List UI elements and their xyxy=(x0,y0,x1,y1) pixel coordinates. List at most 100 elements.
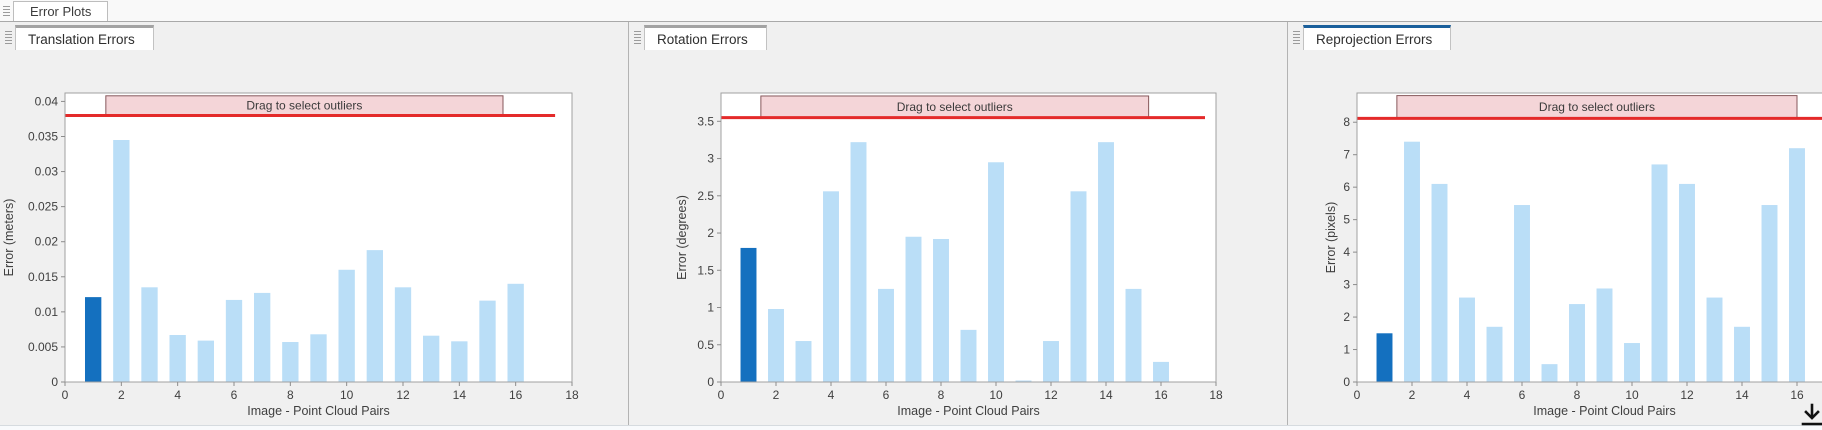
bar[interactable] xyxy=(1679,183,1695,382)
axes-box xyxy=(64,92,573,383)
y-tick-label: 2.5 xyxy=(697,189,714,203)
bar[interactable] xyxy=(1153,361,1169,382)
tab-rotation-errors[interactable]: Rotation Errors xyxy=(644,25,767,50)
bar[interactable] xyxy=(905,236,922,382)
y-axis-label: Error (degrees) xyxy=(675,195,689,280)
y-tick-label: 0.02 xyxy=(35,235,59,249)
outlier-band-label: Drag to select outliers xyxy=(897,100,1013,114)
x-tick-label: 18 xyxy=(1209,388,1223,402)
bar[interactable] xyxy=(253,292,271,382)
panel-translation-errors: Translation Errors Drag to select outlie… xyxy=(0,22,628,430)
x-axis-label: Image - Point Cloud Pairs xyxy=(247,404,389,418)
y-tick-label: 2 xyxy=(707,226,714,240)
bar-selected[interactable] xyxy=(84,297,102,382)
y-tick-label: 0 xyxy=(707,375,714,389)
bar[interactable] xyxy=(169,335,186,382)
x-tick-label: 14 xyxy=(1099,388,1113,402)
tab-error-plots[interactable]: Error Plots xyxy=(13,1,109,21)
bar[interactable] xyxy=(1596,288,1613,382)
export-icon[interactable] xyxy=(1800,402,1822,429)
y-tick-label: 0.025 xyxy=(28,200,58,214)
y-tick-label: 6 xyxy=(1343,180,1350,194)
x-tick-label: 10 xyxy=(340,388,354,402)
bar-selected[interactable] xyxy=(1376,333,1393,382)
bar[interactable] xyxy=(1459,297,1475,382)
bar[interactable] xyxy=(225,299,243,382)
x-tick-label: 4 xyxy=(1464,388,1471,402)
drag-grip-icon[interactable] xyxy=(1290,25,1303,50)
x-tick-label: 2 xyxy=(1409,388,1416,402)
bar[interactable] xyxy=(113,139,130,382)
x-tick-label: 16 xyxy=(1154,388,1168,402)
translation-errors-chart[interactable]: Drag to select outliers 0 2 4 6 8 10 12 14 16 18 0 0… xyxy=(0,22,628,430)
bar[interactable] xyxy=(1514,205,1530,382)
x-tick-label: 4 xyxy=(828,388,835,402)
drag-grip-icon[interactable] xyxy=(631,25,644,50)
axes-box xyxy=(1356,92,1822,383)
bar[interactable] xyxy=(1486,326,1503,382)
bar[interactable] xyxy=(850,142,867,382)
outlier-band-label: Drag to select outliers xyxy=(1539,100,1655,114)
x-tick-label: 14 xyxy=(453,388,467,402)
x-tick-label: 14 xyxy=(1735,388,1749,402)
bar[interactable] xyxy=(1734,326,1750,382)
bar[interactable] xyxy=(1541,364,1558,382)
drag-grip-icon[interactable] xyxy=(2,25,15,50)
bar[interactable] xyxy=(197,340,215,382)
y-tick-label: 0.04 xyxy=(35,94,59,108)
y-tick-label: 0 xyxy=(51,375,58,389)
x-tick-label: 8 xyxy=(1574,388,1581,402)
bar[interactable] xyxy=(988,162,1004,382)
axes-box xyxy=(720,92,1217,383)
x-axis-label: Image - Point Cloud Pairs xyxy=(897,404,1039,418)
bar[interactable] xyxy=(960,329,977,382)
y-tick-label: 2 xyxy=(1343,310,1350,324)
bar[interactable] xyxy=(1569,304,1585,382)
bar[interactable] xyxy=(1098,142,1114,382)
bar[interactable] xyxy=(1706,297,1723,382)
x-tick-label: 8 xyxy=(287,388,294,402)
bar[interactable] xyxy=(1651,164,1668,382)
bar[interactable] xyxy=(310,334,327,382)
bar[interactable] xyxy=(394,287,412,382)
x-tick-label: 6 xyxy=(1519,388,1526,402)
y-tick-label: 0 xyxy=(1343,375,1350,389)
bar[interactable] xyxy=(795,341,812,382)
bar[interactable] xyxy=(1789,148,1805,382)
x-tick-label: 8 xyxy=(938,388,945,402)
bar[interactable] xyxy=(1404,141,1420,382)
bar[interactable] xyxy=(282,342,299,382)
bar[interactable] xyxy=(1624,343,1640,382)
bar[interactable] xyxy=(768,309,784,382)
y-tick-label: 0.005 xyxy=(28,340,58,354)
y-tick-label: 1 xyxy=(707,301,714,315)
tab-reprojection-errors[interactable]: Reprojection Errors xyxy=(1303,25,1452,50)
bar[interactable] xyxy=(1070,191,1087,382)
bar[interactable] xyxy=(1431,183,1448,382)
x-tick-label: 6 xyxy=(231,388,238,402)
bar[interactable] xyxy=(141,287,158,382)
bar[interactable] xyxy=(422,335,440,382)
bar[interactable] xyxy=(823,191,839,382)
bar[interactable] xyxy=(366,250,384,382)
x-tick-label: 16 xyxy=(1790,388,1804,402)
x-tick-label: 6 xyxy=(883,388,890,402)
y-tick-label: 0.01 xyxy=(35,305,59,319)
tab-translation-errors[interactable]: Translation Errors xyxy=(15,25,154,50)
bar[interactable] xyxy=(338,269,355,382)
bar[interactable] xyxy=(1125,288,1142,382)
plot-area[interactable] xyxy=(1357,93,1822,382)
bar[interactable] xyxy=(451,341,468,382)
x-tick-label: 2 xyxy=(773,388,780,402)
bar[interactable] xyxy=(878,288,894,382)
bar[interactable] xyxy=(507,283,524,382)
bar[interactable] xyxy=(933,238,949,382)
bar[interactable] xyxy=(479,300,496,382)
bar-selected[interactable] xyxy=(740,247,757,382)
bar[interactable] xyxy=(1015,380,1032,382)
bar[interactable] xyxy=(1761,205,1778,382)
drag-grip-icon[interactable] xyxy=(0,0,13,21)
bar[interactable] xyxy=(1043,341,1059,382)
